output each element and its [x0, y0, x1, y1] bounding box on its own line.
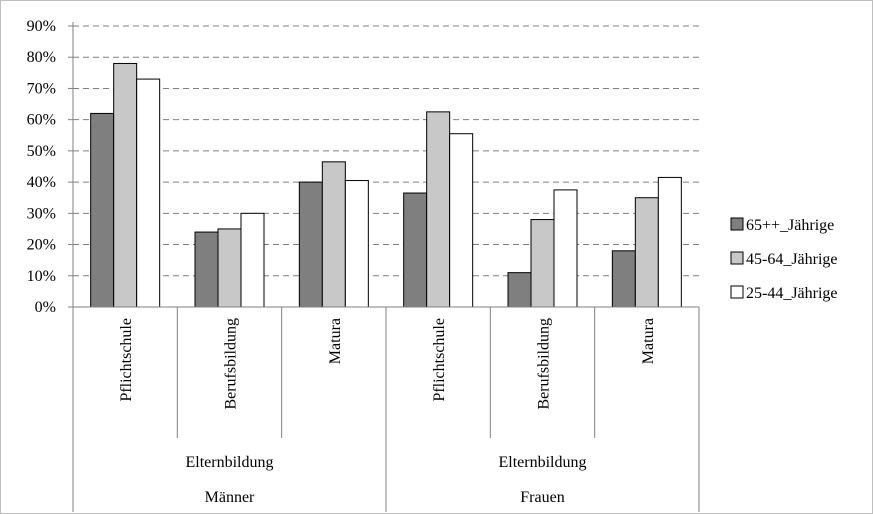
legend-swatch [730, 217, 744, 231]
y-tick-label: 60% [27, 112, 56, 129]
legend: 65++_Jährige 45-64_Jährige 25-44_Jährige [730, 217, 838, 302]
axes [68, 22, 700, 512]
group-label: Männer [205, 489, 255, 506]
group-label: Elternbildung [186, 454, 274, 471]
bar [507, 272, 532, 308]
bar [553, 189, 578, 308]
legend-swatch [730, 251, 744, 265]
bar [611, 250, 636, 308]
bar [298, 181, 323, 308]
legend-label: 45-64_Jährige [746, 251, 838, 268]
bar [136, 78, 161, 308]
bars [90, 62, 682, 308]
category-label: Matura [640, 318, 657, 364]
bar [403, 192, 428, 308]
category-label: Berufsbildung [223, 318, 240, 410]
bar [321, 161, 346, 308]
bar [657, 176, 682, 308]
bar [194, 231, 219, 308]
legend-label: 25-44_Jährige [746, 285, 838, 302]
y-tick-label: 20% [27, 237, 56, 254]
legend-swatch [730, 285, 744, 299]
y-tick-label: 10% [27, 268, 56, 285]
group-label: Elternbildung [499, 454, 587, 471]
category-label: Berufsbildung [536, 318, 553, 410]
category-label: Pflichtschule [431, 318, 448, 402]
bar [344, 180, 369, 308]
category-label: Pflichtschule [118, 318, 135, 402]
y-tick-label: 50% [27, 143, 56, 160]
labels: 0% 10% 20% 30% 40% 50% 60% 70% 80% 90% Pflichtschu… [27, 18, 657, 506]
y-tick-label: 90% [27, 18, 56, 35]
bar [449, 133, 474, 308]
group-label: Frauen [520, 489, 564, 506]
bar [113, 62, 138, 308]
gridlines [73, 25, 699, 277]
y-tick-label: 70% [27, 80, 56, 97]
category-label: Matura [327, 318, 344, 364]
bar [240, 212, 265, 308]
y-tick-label: 0% [35, 299, 56, 316]
bar [217, 228, 242, 308]
y-tick-label: 40% [27, 174, 56, 191]
bar [634, 197, 659, 308]
bar [426, 111, 451, 308]
legend-label: 65++_Jährige [746, 217, 834, 234]
bar [90, 112, 115, 308]
bar [530, 219, 555, 308]
y-tick-label: 30% [27, 205, 56, 222]
y-tick-label: 80% [27, 49, 56, 66]
